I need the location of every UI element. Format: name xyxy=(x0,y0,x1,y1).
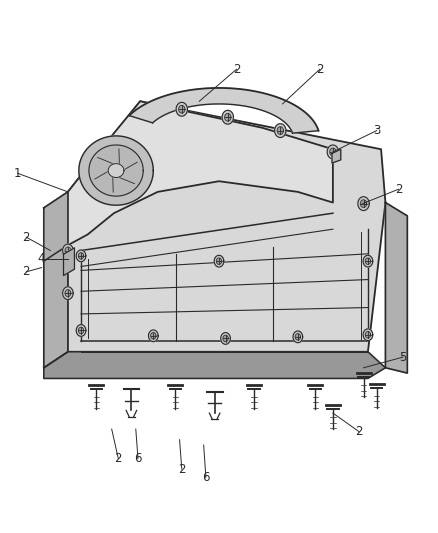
Polygon shape xyxy=(65,247,71,254)
Polygon shape xyxy=(216,258,222,264)
Polygon shape xyxy=(44,192,68,368)
Text: 6: 6 xyxy=(202,471,210,483)
Text: 6: 6 xyxy=(134,452,142,465)
Polygon shape xyxy=(65,289,71,297)
Text: 2: 2 xyxy=(178,463,186,475)
Polygon shape xyxy=(360,200,367,207)
Polygon shape xyxy=(176,102,187,116)
Text: 2: 2 xyxy=(395,183,403,196)
Polygon shape xyxy=(76,250,86,262)
Polygon shape xyxy=(44,352,385,378)
Polygon shape xyxy=(89,145,143,196)
Polygon shape xyxy=(64,248,74,276)
Polygon shape xyxy=(223,335,228,342)
Text: 2: 2 xyxy=(233,63,240,76)
Polygon shape xyxy=(358,197,369,211)
Polygon shape xyxy=(76,325,86,336)
Polygon shape xyxy=(68,101,385,352)
Text: 2: 2 xyxy=(22,231,30,244)
Text: 1: 1 xyxy=(14,167,21,180)
Polygon shape xyxy=(365,332,371,338)
Polygon shape xyxy=(363,329,373,341)
Text: 5: 5 xyxy=(399,351,406,364)
Polygon shape xyxy=(365,258,371,264)
Polygon shape xyxy=(129,88,318,133)
Polygon shape xyxy=(222,110,233,124)
Text: 2: 2 xyxy=(22,265,30,278)
Text: 2: 2 xyxy=(316,63,324,76)
Polygon shape xyxy=(330,148,336,156)
Polygon shape xyxy=(295,334,300,340)
Text: 2: 2 xyxy=(355,425,363,438)
Text: 3: 3 xyxy=(373,124,380,137)
Polygon shape xyxy=(277,127,283,134)
Polygon shape xyxy=(148,330,158,342)
Polygon shape xyxy=(363,255,373,267)
Polygon shape xyxy=(332,149,341,163)
Polygon shape xyxy=(108,164,124,177)
Polygon shape xyxy=(63,244,73,257)
Polygon shape xyxy=(44,192,68,261)
Text: 4: 4 xyxy=(38,252,46,265)
Polygon shape xyxy=(327,145,339,159)
Polygon shape xyxy=(79,136,153,205)
Polygon shape xyxy=(68,101,333,245)
Polygon shape xyxy=(221,333,230,344)
Polygon shape xyxy=(214,255,224,267)
Polygon shape xyxy=(293,331,303,343)
Polygon shape xyxy=(385,203,407,373)
Text: 2: 2 xyxy=(114,452,122,465)
Polygon shape xyxy=(63,287,73,300)
Polygon shape xyxy=(78,253,84,259)
Polygon shape xyxy=(225,114,231,121)
Polygon shape xyxy=(275,124,286,138)
Polygon shape xyxy=(78,327,84,334)
Polygon shape xyxy=(151,333,156,339)
Polygon shape xyxy=(179,106,185,113)
